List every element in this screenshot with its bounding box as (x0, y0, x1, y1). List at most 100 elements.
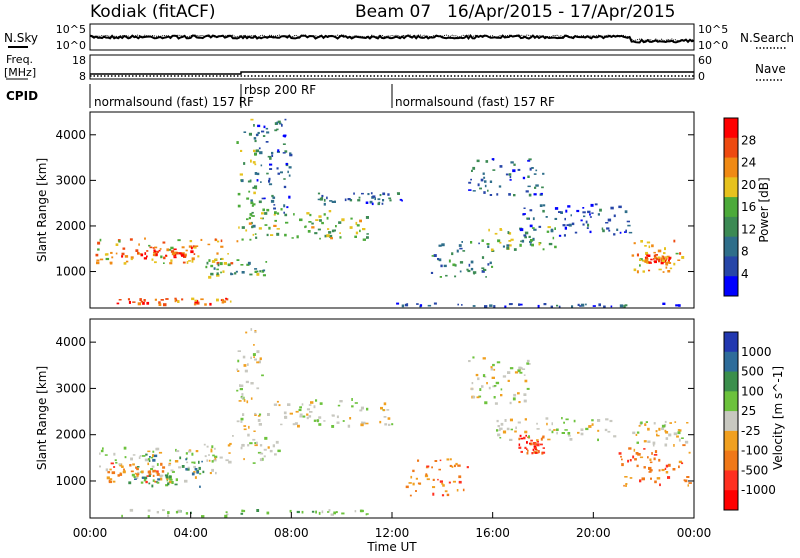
power-cell (433, 254, 437, 257)
power-cell (654, 260, 657, 264)
velocity-cell (188, 450, 191, 453)
velocity-cell (439, 459, 442, 462)
velocity-cell (143, 478, 147, 482)
velocity-cell (128, 481, 132, 485)
velocity-cell (278, 404, 281, 407)
velocity-cell (258, 360, 261, 363)
velocity-cell (309, 411, 313, 413)
velocity-cell (323, 420, 326, 422)
power-cell (486, 243, 490, 245)
velocity-cell (383, 416, 387, 418)
power-cell (274, 211, 277, 215)
power-cell (250, 159, 252, 163)
power-cell (662, 302, 666, 305)
power-cell (537, 304, 540, 308)
velocity-cell (186, 468, 190, 471)
power-cell (246, 197, 250, 200)
power-cell (471, 169, 473, 172)
power-cell (542, 248, 545, 251)
velocity-cell (148, 474, 151, 477)
power-cell (284, 118, 287, 121)
velocity-scatter-band (236, 328, 264, 437)
velocity-cell (160, 462, 163, 466)
velocity-cell (175, 478, 178, 482)
velocity-cell (158, 451, 163, 454)
velocity-cell (186, 461, 189, 464)
y-tick-label: 2000 (55, 219, 86, 233)
velocity-cell (162, 509, 165, 512)
velocity-cell (497, 425, 500, 428)
velocity-cell (156, 473, 160, 476)
velocity-cell (246, 400, 249, 404)
velocity-cell (486, 382, 488, 385)
velocity-cell (146, 475, 150, 477)
power-cell (461, 241, 463, 243)
velocity-cell (636, 431, 640, 434)
power-cell (606, 227, 610, 230)
power-cell (174, 297, 177, 300)
velocity-cell (366, 407, 369, 411)
nsky-label: N.Sky (4, 31, 38, 45)
velocity-cell (457, 464, 461, 467)
velocity-cell (547, 438, 551, 441)
velocity-cell (147, 509, 151, 512)
power-cell (254, 172, 258, 175)
power-cell (641, 259, 646, 262)
velocity-cell (264, 436, 268, 440)
velocity-cell (319, 402, 323, 405)
velocity-cell (493, 385, 497, 387)
power-cell (177, 300, 180, 303)
velocity-cell (228, 460, 232, 464)
velocity-ylabel: Slant Range [km] (35, 366, 49, 470)
velocity-cell (166, 478, 169, 480)
power-cell (468, 189, 472, 191)
power-cell (339, 236, 342, 239)
power-cell (177, 239, 181, 242)
power-cell (668, 257, 671, 260)
velocity-cell (455, 462, 458, 466)
power-cell (283, 211, 285, 214)
velocity-cell (211, 460, 214, 463)
velocity-cell (412, 482, 415, 486)
velocity-cell (297, 424, 300, 428)
velocity-cell (308, 415, 312, 418)
power-cell (454, 264, 457, 267)
power-cell (186, 261, 189, 264)
power-cell (308, 221, 312, 223)
colorbar-swatch (724, 236, 738, 257)
power-cell (173, 256, 177, 259)
power-cell (472, 271, 477, 274)
velocity-cell (643, 466, 646, 469)
power-cell (461, 304, 463, 306)
power-cell (251, 225, 254, 229)
power-cell (139, 298, 142, 301)
velocity-cell (134, 472, 137, 475)
velocity-cell (573, 419, 576, 423)
velocity-cell (191, 452, 194, 456)
velocity-cell (597, 419, 601, 422)
velocity-cell (239, 388, 243, 391)
velocity-cell (114, 459, 117, 462)
power-cell (266, 131, 270, 134)
velocity-cell (212, 454, 215, 457)
velocity-cell (199, 472, 202, 475)
velocity-cell (360, 406, 364, 410)
velocity-cell (523, 436, 526, 440)
velocity-cell (257, 419, 261, 422)
power-cell (207, 243, 211, 246)
velocity-cell (410, 475, 413, 479)
velocity-cell (276, 400, 279, 403)
velocity-cell (232, 435, 234, 437)
velocity-scatter-band (632, 420, 689, 447)
velocity-cell (237, 350, 241, 352)
power-cell (329, 200, 333, 202)
velocity-cell (174, 483, 178, 486)
velocity-cell (225, 511, 228, 513)
power-cell (526, 217, 530, 220)
power-cell (396, 302, 400, 305)
velocity-cell (629, 459, 632, 462)
power-cell (188, 245, 192, 248)
velocity-cell (147, 462, 150, 466)
velocity-cell (482, 357, 486, 360)
velocity-cell (654, 450, 658, 454)
